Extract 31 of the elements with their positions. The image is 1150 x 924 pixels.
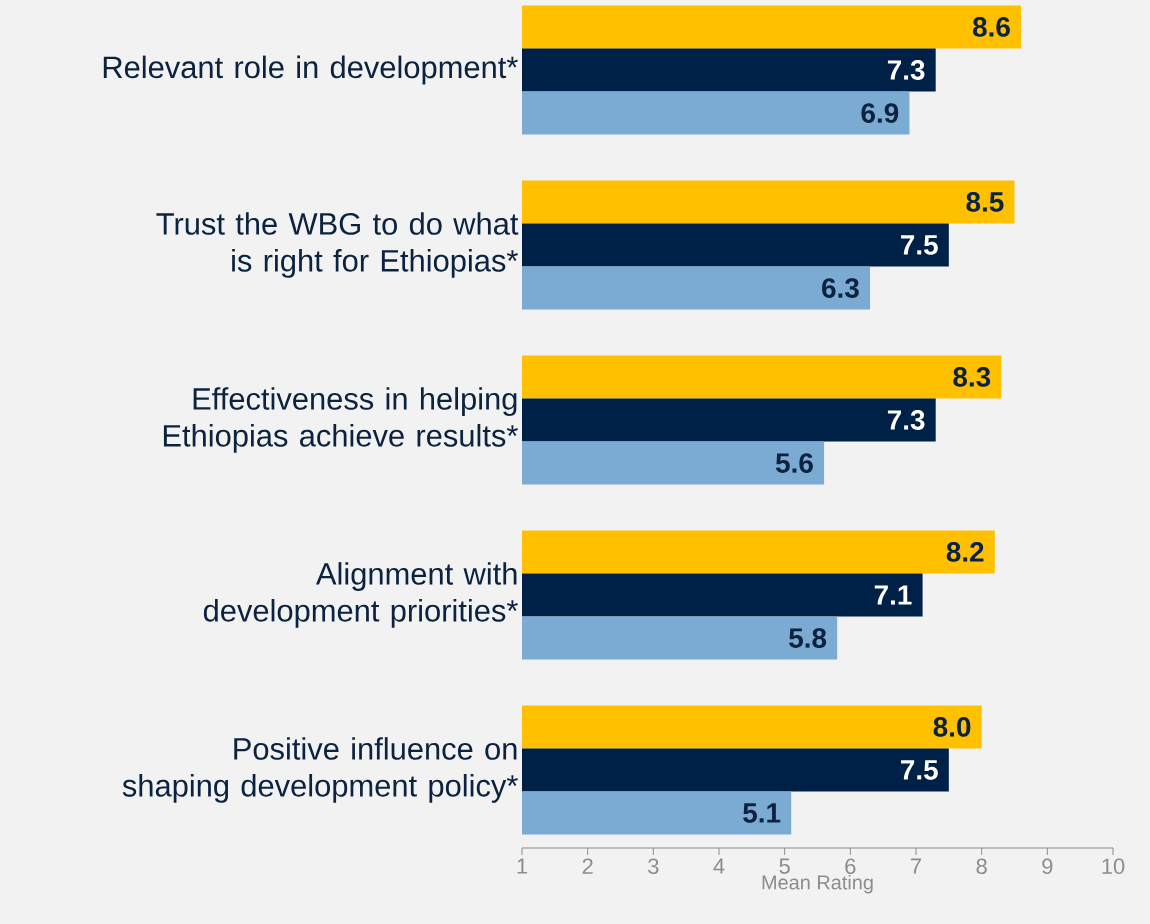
x-tick-label: 5: [779, 858, 790, 874]
data-label: 6.9: [861, 103, 899, 123]
y-tick-label: Effectiveness in helping Ethiopias achieve results*: [163, 387, 518, 453]
x-tick-label: 10: [1102, 858, 1125, 875]
x-tick-label: 7: [911, 858, 921, 874]
data-label: 8.3: [953, 367, 991, 387]
data-label: 7.5: [901, 760, 938, 780]
data-label: 8.6: [972, 17, 1010, 37]
data-label: 7.3: [887, 410, 925, 430]
data-label: 5.6: [775, 453, 813, 473]
x-tick-label: 8: [976, 858, 987, 875]
y-tick-label: Relevant role in development*: [103, 55, 518, 85]
y-tick-label: Positive influence on shaping development policy*: [122, 737, 518, 803]
x-tick-label: 4: [713, 858, 725, 874]
data-label: 8.2: [946, 542, 984, 562]
x-tick-label: 3: [648, 858, 659, 875]
data-label: 6.3: [822, 278, 859, 298]
data-label: 7.1: [874, 585, 912, 605]
data-label: 5.1: [743, 803, 781, 823]
y-tick-label: Trust the WBG to do what is right for Ethiopias*: [156, 212, 519, 278]
x-tick-label: 6: [845, 858, 856, 875]
x-tick-label: 1: [517, 858, 528, 874]
x-tick-label: 9: [1042, 858, 1053, 875]
data-label: 7.3: [887, 60, 925, 80]
data-label: 8.5: [966, 192, 1004, 212]
y-tick-label: Alignment with development priorities*: [203, 562, 518, 628]
data-label: 7.5: [901, 235, 938, 255]
data-label: 5.8: [789, 628, 827, 648]
x-tick-label: 2: [582, 858, 593, 874]
x-axis-title: Mean Rating: [762, 874, 873, 894]
data-label: 8.0: [933, 717, 971, 737]
